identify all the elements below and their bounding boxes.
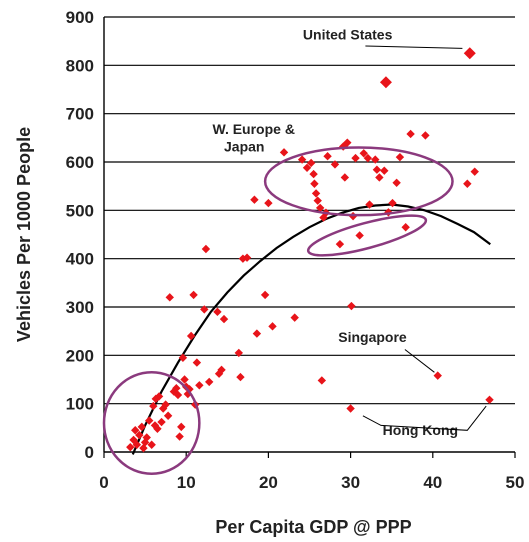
data-point (434, 371, 442, 379)
annotation-leader-line (405, 350, 435, 373)
annotation-label: Hong Kong (383, 422, 458, 438)
annotation-label: United States (303, 27, 393, 43)
data-point (166, 293, 174, 301)
data-point (268, 322, 276, 330)
data-point (236, 373, 244, 381)
tick-labels: 0 100 200 300 400 500 600 700 800 900 0 10 20 30 40 50 (66, 8, 525, 492)
data-point (373, 166, 381, 174)
data-point (318, 376, 326, 384)
data-point (189, 291, 197, 299)
data-point (464, 47, 476, 59)
annotation-label: Singapore (338, 329, 407, 345)
x-tick-label: 50 (506, 473, 525, 492)
y-tick-label: 900 (66, 8, 94, 27)
data-point (250, 196, 258, 204)
data-point (463, 180, 471, 188)
data-point (471, 167, 479, 175)
x-tick-label: 0 (99, 473, 108, 492)
annotations: United States W. Europe &Japan Singapore Ho… (213, 27, 487, 438)
data-point (291, 313, 299, 321)
y-tick-label: 700 (66, 105, 94, 124)
data-point (264, 199, 272, 207)
data-point (314, 196, 322, 204)
data-point (336, 240, 344, 248)
data-point (310, 180, 318, 188)
data-point (375, 173, 383, 181)
data-point (380, 167, 388, 175)
y-tick-label: 400 (66, 250, 94, 269)
data-point (421, 131, 429, 139)
data-point (485, 396, 493, 404)
data-point (253, 329, 261, 337)
y-axis-title: Vehicles Per 1000 People (14, 127, 34, 342)
data-point (392, 179, 400, 187)
data-point (396, 153, 404, 161)
y-tick-label: 100 (66, 395, 94, 414)
trend-curve (133, 205, 491, 455)
annotation-label: Japan (224, 138, 264, 154)
y-tick-label: 800 (66, 56, 94, 75)
trend-curve-group (133, 205, 491, 455)
data-point (355, 231, 363, 239)
highlight-ellipse (104, 372, 199, 474)
y-tick-label: 600 (66, 153, 94, 172)
data-point (380, 76, 392, 88)
data-point (406, 130, 414, 138)
data-point (312, 189, 320, 197)
data-point (309, 170, 317, 178)
data-point (175, 432, 183, 440)
axes (104, 17, 515, 458)
data-point (195, 381, 203, 389)
y-tick-label: 500 (66, 201, 94, 220)
data-point (177, 423, 185, 431)
y-tick-label: 200 (66, 346, 94, 365)
data-point (261, 291, 269, 299)
data-point (187, 332, 195, 340)
data-point (347, 302, 355, 310)
y-tick-label: 0 (85, 443, 94, 462)
y-tick-label: 300 (66, 298, 94, 317)
x-tick-label: 30 (341, 473, 360, 492)
data-point (193, 358, 201, 366)
data-point (323, 152, 331, 160)
data-point (220, 315, 228, 323)
data-point (280, 148, 288, 156)
data-point (202, 245, 210, 253)
data-points (126, 47, 494, 452)
data-point (205, 378, 213, 386)
data-point (401, 223, 409, 231)
x-tick-label: 10 (177, 473, 196, 492)
annotation-leader-line (365, 46, 462, 48)
x-axis-title: Per Capita GDP @ PPP (215, 517, 411, 537)
data-point (346, 404, 354, 412)
data-point (164, 412, 172, 420)
data-point (341, 173, 349, 181)
x-tick-label: 20 (259, 473, 278, 492)
x-tick-label: 40 (423, 473, 442, 492)
annotation-label: W. Europe & (213, 121, 295, 137)
data-point (351, 154, 359, 162)
